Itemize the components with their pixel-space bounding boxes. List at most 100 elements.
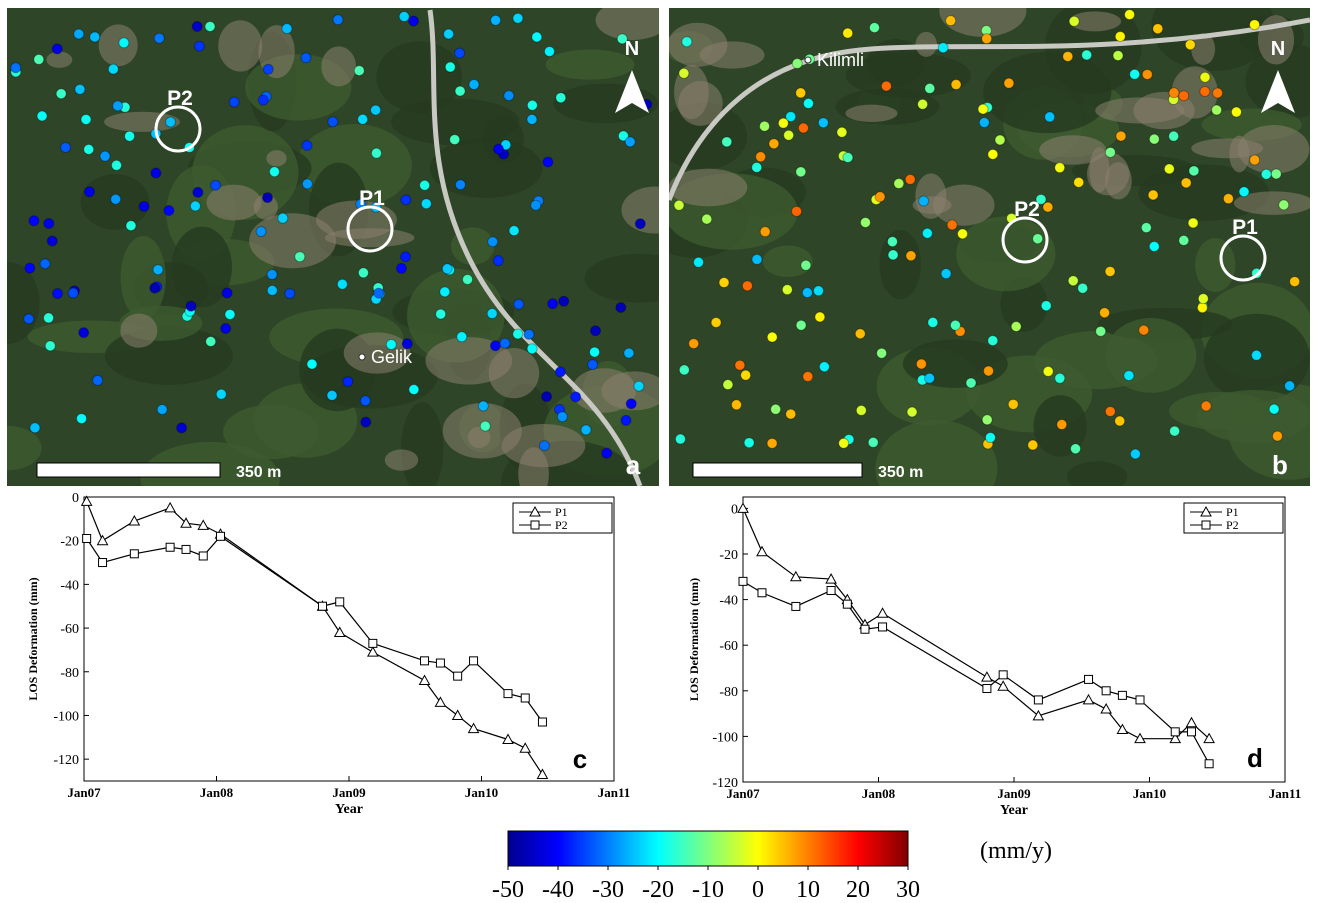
data-point: [454, 672, 462, 680]
x-axis-label: Year: [335, 802, 363, 817]
ps-point: [267, 269, 277, 279]
ps-point: [792, 59, 802, 69]
ps-point: [741, 370, 751, 380]
ps-point: [374, 288, 384, 298]
ps-point: [480, 421, 490, 431]
ps-point: [796, 320, 806, 330]
ps-point: [1139, 325, 1149, 335]
ps-point: [500, 338, 510, 348]
ps-point: [792, 206, 802, 216]
x-tick-label: Jan09: [997, 786, 1031, 801]
colorbar-tick-label: 10: [796, 877, 820, 903]
ps-point: [285, 288, 295, 298]
ps-point: [1189, 166, 1199, 176]
ps-point: [258, 95, 268, 105]
ps-point: [194, 41, 204, 51]
terrain-patch: [880, 230, 921, 299]
data-point: [999, 671, 1007, 679]
ps-point: [946, 16, 956, 26]
ps-point: [1261, 169, 1271, 179]
ps-point: [796, 167, 806, 177]
data-point: [1034, 696, 1042, 704]
ps-point: [1004, 78, 1014, 88]
ps-point: [1212, 105, 1222, 115]
ps-point: [978, 104, 988, 114]
ps-point: [52, 44, 62, 54]
series-line: [87, 501, 543, 774]
ps-point: [531, 200, 541, 210]
built-area: [385, 449, 418, 470]
ps-point: [409, 385, 419, 395]
built-area: [916, 32, 937, 57]
ps-point: [1105, 406, 1115, 416]
colorbar-tick-label: -30: [592, 877, 624, 903]
y-tick-label: -60: [60, 622, 79, 637]
ps-point: [1043, 202, 1053, 212]
ps-point: [409, 16, 419, 26]
ps-point: [634, 381, 644, 391]
ps-point: [527, 114, 537, 124]
ps-point: [756, 152, 766, 162]
ps-point: [221, 324, 231, 334]
x-tick-label: Jan07: [726, 786, 760, 801]
ps-point: [337, 279, 347, 289]
ps-point: [1008, 399, 1018, 409]
ps-point: [444, 29, 454, 39]
data-point: [504, 690, 512, 698]
ps-point: [126, 221, 136, 231]
colorbar-tick-label: -20: [642, 877, 674, 903]
ps-point: [1231, 107, 1241, 117]
ps-point: [327, 390, 337, 400]
data-point: [1136, 696, 1144, 704]
ps-point: [164, 206, 174, 216]
ps-point: [1082, 50, 1092, 60]
ps-point: [205, 21, 215, 31]
ps-point: [674, 200, 684, 210]
ps-point: [225, 309, 235, 319]
ps-point: [513, 13, 523, 23]
ps-point: [1179, 235, 1189, 245]
ps-point: [157, 404, 167, 414]
point-label: P2: [1014, 198, 1040, 221]
ps-point: [487, 309, 497, 319]
ps-point: [111, 194, 121, 204]
ps-point: [752, 162, 762, 172]
ps-point: [25, 263, 35, 273]
ps-point: [1041, 301, 1051, 311]
ps-point: [591, 326, 601, 336]
series-line: [87, 536, 543, 722]
data-point: [521, 694, 529, 702]
data-point: [1187, 718, 1197, 727]
north-label: N: [625, 38, 639, 60]
ps-point: [1153, 24, 1163, 34]
built-area: [321, 46, 356, 86]
ps-point: [1055, 163, 1065, 173]
terrain-patch: [1195, 238, 1235, 292]
ps-point: [868, 437, 878, 447]
ps-point: [1179, 91, 1189, 101]
ps-point: [1063, 51, 1073, 61]
ps-point: [1197, 303, 1207, 313]
ps-point: [360, 396, 370, 406]
legend-label: P2: [555, 518, 568, 532]
colorbar-unit: (mm/y): [980, 838, 1052, 864]
ps-point: [396, 263, 406, 273]
ps-point: [689, 339, 699, 349]
ps-point: [1113, 51, 1123, 61]
ps-point: [938, 43, 948, 53]
data-point: [791, 572, 801, 581]
ps-point: [53, 289, 63, 299]
ps-point: [206, 337, 216, 347]
x-tick-label: Jan08: [862, 786, 896, 801]
x-tick-label: Jan11: [1269, 786, 1302, 801]
ps-point: [267, 285, 277, 295]
data-point: [83, 535, 91, 543]
ps-point: [211, 180, 221, 190]
ps-point: [796, 88, 806, 98]
data-point: [1085, 675, 1093, 683]
panel-letter: a: [626, 450, 641, 480]
ps-point: [784, 130, 794, 140]
legend-label: P2: [1226, 518, 1239, 532]
data-point: [520, 743, 530, 752]
ps-point: [919, 196, 929, 206]
